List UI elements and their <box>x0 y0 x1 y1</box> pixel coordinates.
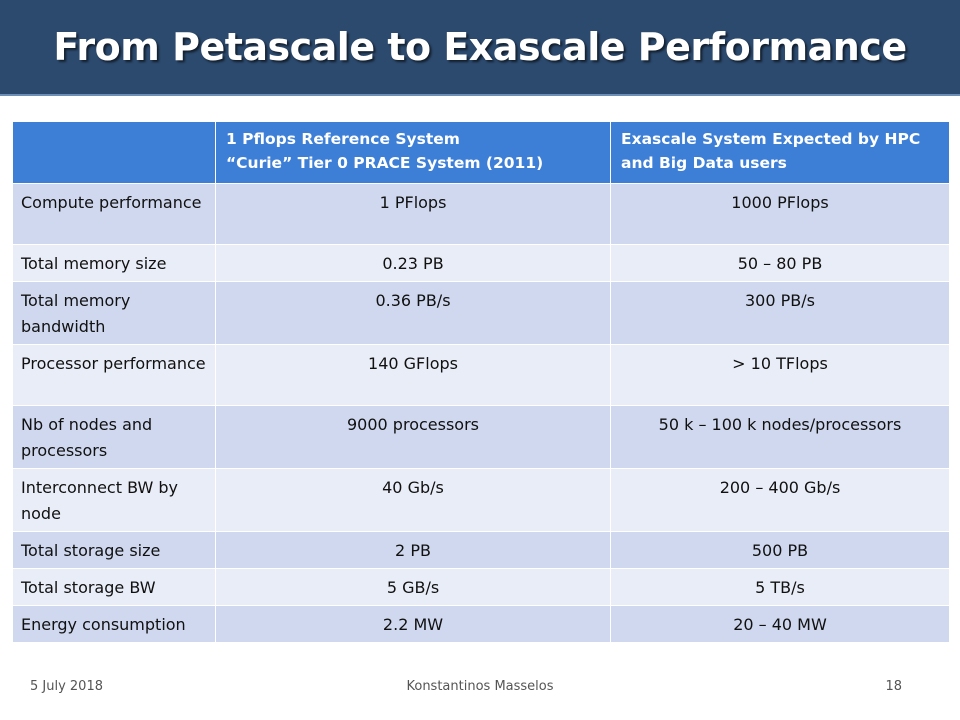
row-label: Compute performance <box>12 183 216 245</box>
reference-value: 0.23 PB <box>215 244 611 282</box>
table-row: Total storage BW 5 GB/s 5 TB/s <box>12 568 950 606</box>
table-row: Energy consumption 2.2 MW 20 – 40 MW <box>12 605 950 643</box>
row-label: Interconnect BW by node <box>12 468 216 532</box>
row-label: Total storage size <box>12 531 216 569</box>
title-bar: From Petascale to Exascale Performance <box>0 0 960 96</box>
exascale-value: 1000 PFlops <box>610 183 950 245</box>
header-line: and Big Data users <box>621 154 787 172</box>
reference-value: 2.2 MW <box>215 605 611 643</box>
row-label: Total memory bandwidth <box>12 281 216 345</box>
reference-value: 9000 processors <box>215 405 611 469</box>
exascale-value: 20 – 40 MW <box>610 605 950 643</box>
exascale-value: 50 – 80 PB <box>610 244 950 282</box>
reference-value: 40 Gb/s <box>215 468 611 532</box>
reference-value: 5 GB/s <box>215 568 611 606</box>
table-row: Processor performance 140 GFlops > 10 TF… <box>12 344 950 406</box>
header-line: “Curie” Tier 0 PRACE System (2011) <box>226 154 544 172</box>
slide-title: From Petascale to Exascale Performance <box>53 25 907 69</box>
header-line: Exascale System Expected by HPC <box>621 130 921 148</box>
header-cell-empty <box>12 121 216 184</box>
exascale-value: 50 k – 100 k nodes/processors <box>610 405 950 469</box>
reference-value: 1 PFlops <box>215 183 611 245</box>
exascale-value: 5 TB/s <box>610 568 950 606</box>
slide-number: 18 <box>885 679 902 694</box>
header-cell-reference-system: 1 Pflops Reference System “Curie” Tier 0… <box>215 121 611 184</box>
row-label: Energy consumption <box>12 605 216 643</box>
table-row: Nb of nodes and processors 9000 processo… <box>12 405 950 469</box>
exascale-value: 200 – 400 Gb/s <box>610 468 950 532</box>
exascale-value: > 10 TFlops <box>610 344 950 406</box>
row-label: Total memory size <box>12 244 216 282</box>
footer-date: 5 July 2018 <box>30 679 103 694</box>
row-label: Total storage BW <box>12 568 216 606</box>
table-row: Total memory size 0.23 PB 50 – 80 PB <box>12 244 950 282</box>
header-line: 1 Pflops Reference System <box>226 130 460 148</box>
exascale-value: 500 PB <box>610 531 950 569</box>
reference-value: 0.36 PB/s <box>215 281 611 345</box>
table-row: Total storage size 2 PB 500 PB <box>12 531 950 569</box>
table-row: Compute performance 1 PFlops 1000 PFlops <box>12 183 950 245</box>
table-header-row: 1 Pflops Reference System “Curie” Tier 0… <box>12 121 950 184</box>
exascale-value: 300 PB/s <box>610 281 950 345</box>
table-row: Interconnect BW by node 40 Gb/s 200 – 40… <box>12 468 950 532</box>
header-cell-exascale-system: Exascale System Expected by HPC and Big … <box>610 121 950 184</box>
comparison-table: 1 Pflops Reference System “Curie” Tier 0… <box>12 121 950 643</box>
reference-value: 140 GFlops <box>215 344 611 406</box>
row-label: Processor performance <box>12 344 216 406</box>
reference-value: 2 PB <box>215 531 611 569</box>
footer-author: Konstantinos Masselos <box>406 679 554 694</box>
row-label: Nb of nodes and processors <box>12 405 216 469</box>
table-row: Total memory bandwidth 0.36 PB/s 300 PB/… <box>12 281 950 345</box>
